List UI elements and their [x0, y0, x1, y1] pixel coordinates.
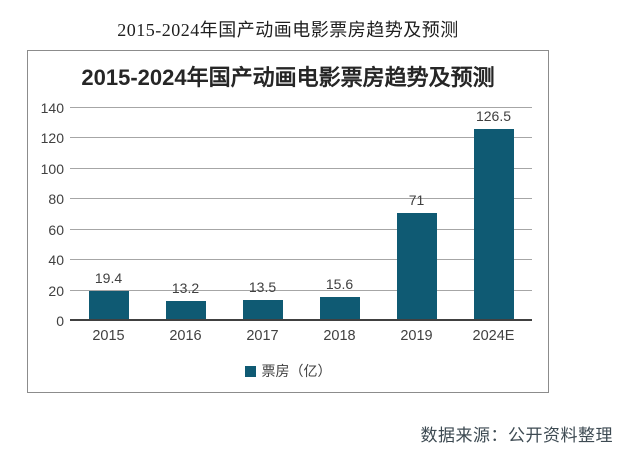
- bar-2016: [165, 300, 206, 321]
- bar-value-label: 71: [408, 191, 425, 208]
- bar-2018: [319, 297, 360, 321]
- gridline: [70, 228, 532, 230]
- bar-slot-2016: 13.2: [147, 108, 224, 321]
- bar-value-label: 19.4: [94, 270, 123, 287]
- bar-value-label: 126.5: [475, 107, 512, 124]
- bar-slot-2015: 19.4: [70, 108, 147, 321]
- gridline: [70, 198, 532, 200]
- x-axis-label: 2018: [323, 328, 356, 344]
- bar-slot-2019: 71: [378, 108, 455, 321]
- legend-swatch-icon: [244, 365, 256, 377]
- y-axis-tick-label: 100: [40, 160, 64, 177]
- y-axis-tick-label: 20: [48, 282, 64, 299]
- chart-title: 2015-2024年国产动画电影票房趋势及预测: [81, 65, 495, 90]
- y-axis-tick-label: 120: [40, 130, 64, 147]
- plot-area: 19.4 13.2 13.5 15.6 71 126.5: [70, 107, 532, 321]
- y-axis-tick-label: 140: [40, 100, 64, 116]
- y-axis-tick-label: 60: [48, 221, 64, 238]
- bar-slot-2018: 15.6: [301, 108, 378, 321]
- y-axis-tick-label: 40: [48, 252, 64, 269]
- bar-2024E: [473, 128, 514, 321]
- gridline: [70, 107, 532, 108]
- x-axis-baseline: [70, 319, 532, 321]
- page-title: 2015-2024年国产动画电影票房趋势及预测: [117, 20, 459, 40]
- gridline: [70, 167, 532, 169]
- bar-2019: [396, 212, 437, 321]
- chart-container: 2015-2024年国产动画电影票房趋势及预测 0 20 40 60 80 100 120 1…: [27, 50, 549, 393]
- x-axis-label: 2019: [400, 328, 433, 344]
- gridline: [70, 289, 532, 291]
- bar-2015: [88, 291, 129, 321]
- x-axis-label: 2016: [169, 328, 202, 344]
- bar-slot-2024E: 126.5: [455, 108, 532, 321]
- gridline: [70, 259, 532, 261]
- legend-label: 票房（亿）: [261, 363, 332, 379]
- x-axis-label: 2017: [246, 328, 279, 344]
- bar-slot-2017: 13.5: [224, 108, 301, 321]
- bar-value-label: 13.5: [248, 279, 277, 296]
- bar-value-label: 13.2: [171, 279, 200, 296]
- bar-value-label: 15.6: [325, 276, 354, 293]
- bar-2017: [242, 300, 283, 321]
- y-axis: 0 20 40 60 80 100 120 140: [28, 101, 64, 328]
- y-axis-tick-label: 0: [56, 313, 64, 329]
- gridline: [70, 137, 532, 139]
- y-axis-tick-label: 80: [48, 191, 64, 208]
- x-axis-label: 2024E: [472, 328, 515, 344]
- source-note: 数据来源：公开资料整理: [420, 426, 613, 445]
- x-axis-label: 2015: [92, 328, 125, 344]
- legend: 票房（亿）: [28, 361, 548, 381]
